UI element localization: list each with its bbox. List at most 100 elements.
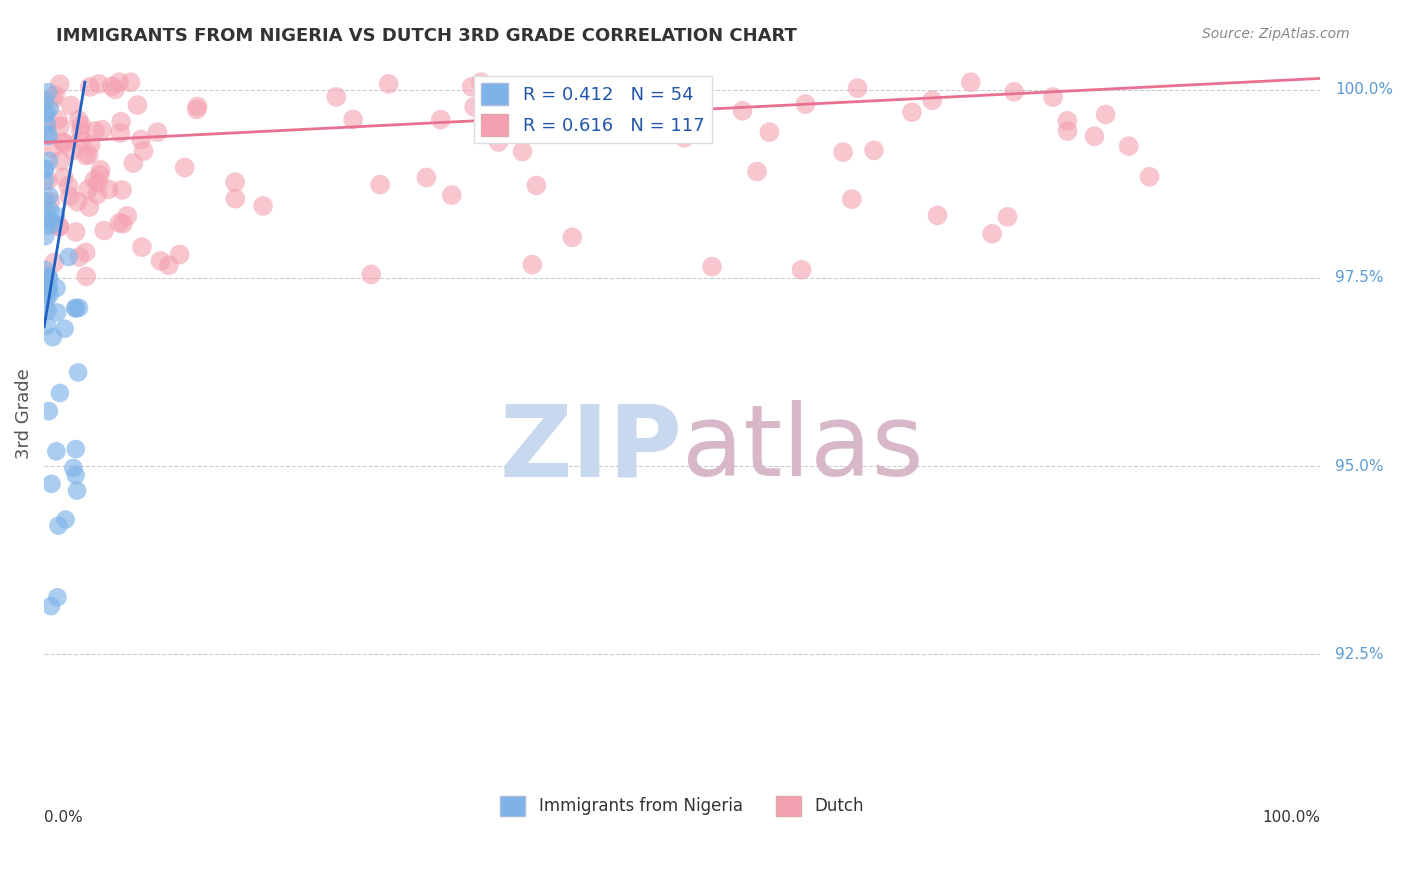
Point bbox=[75, 245, 97, 260]
Point bbox=[44, 88, 66, 103]
Point bbox=[65, 225, 87, 239]
Point bbox=[34, 161, 56, 176]
Point bbox=[34, 174, 56, 188]
Point bbox=[524, 178, 547, 193]
Point bbox=[1118, 139, 1140, 153]
Point bbox=[110, 115, 132, 129]
Point bbox=[37, 127, 59, 141]
Point bbox=[38, 153, 60, 168]
Point bbox=[368, 178, 391, 192]
Point bbox=[460, 79, 482, 94]
Point bbox=[79, 79, 101, 94]
Point bbox=[53, 322, 76, 336]
Text: 95.0%: 95.0% bbox=[1336, 458, 1384, 474]
Point bbox=[35, 106, 58, 120]
Y-axis label: 3rd Grade: 3rd Grade bbox=[15, 368, 32, 458]
Point bbox=[561, 230, 583, 244]
Point bbox=[87, 77, 110, 91]
Point bbox=[638, 87, 661, 101]
Text: atlas: atlas bbox=[682, 401, 924, 498]
Point bbox=[55, 512, 77, 526]
Point bbox=[111, 217, 134, 231]
Point bbox=[89, 168, 111, 182]
Point bbox=[39, 194, 62, 209]
Point bbox=[477, 116, 499, 130]
Point bbox=[59, 98, 82, 112]
Point bbox=[37, 318, 59, 333]
Point bbox=[901, 105, 924, 120]
Point bbox=[65, 468, 87, 483]
Point bbox=[117, 209, 139, 223]
Point bbox=[37, 278, 59, 293]
Point bbox=[35, 268, 58, 283]
Point bbox=[377, 77, 399, 91]
Point bbox=[37, 304, 59, 318]
Point bbox=[67, 365, 90, 379]
Point bbox=[927, 208, 949, 222]
Point bbox=[48, 518, 70, 533]
Point bbox=[110, 126, 132, 140]
Text: ZIP: ZIP bbox=[499, 401, 682, 498]
Point bbox=[58, 250, 80, 264]
Text: 0.0%: 0.0% bbox=[44, 810, 83, 825]
Point bbox=[48, 219, 70, 234]
Point bbox=[38, 102, 60, 116]
Point bbox=[66, 483, 89, 498]
Point bbox=[38, 288, 60, 302]
Point bbox=[46, 112, 69, 127]
Point bbox=[86, 187, 108, 202]
Point bbox=[35, 124, 58, 138]
Text: 92.5%: 92.5% bbox=[1336, 647, 1384, 662]
Point bbox=[430, 112, 453, 127]
Point bbox=[34, 263, 56, 277]
Point bbox=[100, 79, 122, 94]
Point bbox=[42, 92, 65, 106]
Point bbox=[70, 133, 93, 147]
Point bbox=[34, 194, 56, 209]
Point bbox=[127, 98, 149, 112]
Point bbox=[42, 330, 65, 344]
Point bbox=[52, 135, 75, 149]
Point bbox=[97, 182, 120, 196]
Point bbox=[224, 175, 246, 189]
Point bbox=[84, 124, 107, 138]
Point bbox=[122, 156, 145, 170]
Point bbox=[45, 209, 67, 223]
Point bbox=[49, 386, 72, 401]
Point bbox=[79, 200, 101, 214]
Point bbox=[745, 164, 768, 178]
Point bbox=[1056, 124, 1078, 138]
Point bbox=[44, 255, 66, 269]
Point bbox=[37, 85, 59, 99]
Point bbox=[173, 161, 195, 175]
Point bbox=[38, 203, 60, 218]
Point bbox=[67, 250, 90, 264]
Point bbox=[45, 281, 67, 295]
Point bbox=[75, 269, 97, 284]
Point bbox=[120, 75, 142, 89]
Point bbox=[488, 135, 510, 149]
Point bbox=[34, 94, 56, 108]
Point bbox=[39, 599, 62, 613]
Point bbox=[70, 118, 93, 132]
Point bbox=[37, 278, 59, 293]
Point bbox=[846, 81, 869, 95]
Point bbox=[53, 136, 76, 150]
Point bbox=[38, 270, 60, 285]
Point bbox=[463, 100, 485, 114]
Point bbox=[959, 75, 981, 89]
Point bbox=[146, 125, 169, 139]
Point bbox=[49, 120, 72, 134]
Point bbox=[65, 301, 87, 316]
Point bbox=[997, 210, 1019, 224]
Point bbox=[609, 118, 631, 132]
Point bbox=[863, 144, 886, 158]
Point bbox=[35, 117, 58, 131]
Point bbox=[38, 189, 60, 203]
Point bbox=[224, 192, 246, 206]
Point bbox=[512, 145, 534, 159]
Point bbox=[37, 211, 59, 225]
Point bbox=[758, 125, 780, 139]
Point bbox=[45, 444, 67, 458]
Point bbox=[111, 183, 134, 197]
